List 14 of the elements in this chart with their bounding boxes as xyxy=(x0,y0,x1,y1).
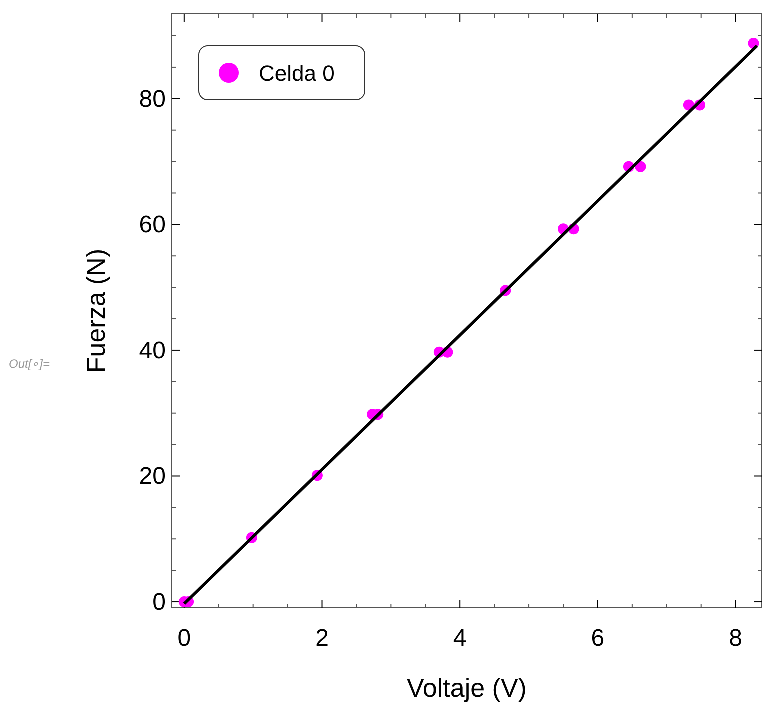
x-tick-label: 0 xyxy=(178,625,192,652)
x-tick-label: 4 xyxy=(453,625,467,652)
x-axis-title: Voltaje (V) xyxy=(407,673,527,703)
x-tick-label: 8 xyxy=(729,625,742,652)
y-tick-label: 60 xyxy=(139,212,166,239)
x-tick-label: 6 xyxy=(591,625,605,652)
y-tick-label: 20 xyxy=(139,463,166,490)
y-tick-label: 40 xyxy=(139,337,166,364)
x-tick-label: 2 xyxy=(316,625,329,652)
y-tick-label: 0 xyxy=(152,589,166,616)
text: Out[∘]= xyxy=(9,357,50,371)
y-axis-title: Fuerza (N) xyxy=(81,248,111,374)
legend-label: Celda 0 xyxy=(259,61,335,86)
y-tick-label: 80 xyxy=(139,86,166,113)
